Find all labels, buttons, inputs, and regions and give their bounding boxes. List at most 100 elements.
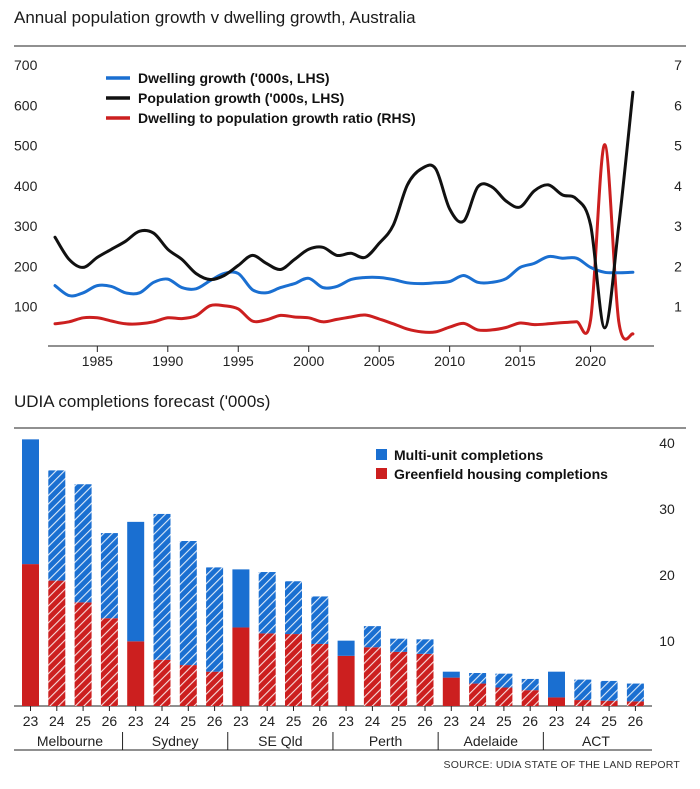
rhs-tick-label: 4	[674, 178, 682, 194]
bar-multi-unit	[285, 581, 302, 635]
bar-multi-unit	[206, 567, 224, 672]
year-tick-label: 25	[496, 713, 512, 729]
bar-multi-unit	[521, 678, 539, 691]
bar-greenfield	[232, 627, 250, 706]
x-tick-label: 2005	[364, 353, 395, 369]
bar-multi-unit	[626, 683, 644, 702]
bar-multi-unit	[48, 470, 66, 581]
bar-multi-unit	[100, 533, 118, 619]
bar-multi-unit	[232, 569, 250, 628]
year-tick-label: 25	[601, 713, 617, 729]
rhs-tick-label: 2	[674, 258, 682, 274]
legend-swatch	[376, 468, 387, 479]
y-tick-label: 20	[659, 567, 675, 583]
year-tick-label: 23	[233, 713, 249, 729]
lhs-tick-label: 100	[14, 299, 38, 315]
year-tick-label: 26	[102, 713, 118, 729]
x-tick-label: 1995	[223, 353, 254, 369]
bar-greenfield	[179, 665, 197, 706]
bar-greenfield	[206, 671, 224, 706]
lhs-tick-label: 700	[14, 57, 38, 73]
bar-greenfield	[548, 697, 565, 706]
year-tick-label: 25	[286, 713, 302, 729]
rhs-tick-label: 3	[674, 218, 682, 234]
bar-greenfield	[416, 653, 434, 706]
bar-greenfield	[442, 677, 460, 706]
bar-multi-unit	[127, 521, 145, 642]
population-dwelling-line-chart: 100 200 300 400 500 600 700 1 2 3 4 5 6 7 1985 1990 1995…	[14, 45, 686, 369]
bar-multi-unit	[22, 439, 39, 565]
year-tick-label: 26	[417, 713, 433, 729]
x-tick-label: 2010	[434, 353, 465, 369]
bar-greenfield	[600, 700, 618, 706]
bar-greenfield	[258, 633, 276, 706]
bar-greenfield	[495, 687, 513, 706]
bar-multi-unit	[390, 638, 408, 652]
year-tick-label: 25	[75, 713, 91, 729]
year-tick-label: 23	[444, 713, 460, 729]
x-tick-label: 2015	[505, 353, 536, 369]
year-tick-label: 26	[312, 713, 328, 729]
legend-label: Multi-unit completions	[394, 447, 544, 463]
rhs-tick-label: 6	[674, 97, 682, 113]
group-label: Melbourne	[37, 733, 103, 749]
year-tick-label: 25	[391, 713, 407, 729]
year-tick-label: 26	[628, 713, 644, 729]
bar-greenfield	[390, 651, 408, 706]
bar-multi-unit	[442, 671, 460, 678]
bar-multi-unit	[363, 626, 381, 648]
ratio-line	[53, 143, 635, 341]
year-tick-label: 24	[470, 713, 486, 729]
dwelling-growth-line	[53, 254, 635, 298]
completions-stacked-bar-chart: 10 20 30 40 23 24 25 26 Melbourne 23 24 25 26 Sydney 2…	[14, 427, 686, 751]
year-tick-label: 23	[338, 713, 354, 729]
year-tick-label: 23	[23, 713, 39, 729]
year-tick-label: 25	[181, 713, 197, 729]
bar-greenfield	[337, 655, 355, 706]
bar-greenfield	[311, 643, 329, 706]
lhs-tick-label: 500	[14, 138, 38, 154]
group-label: SE Qld	[258, 733, 302, 749]
year-tick-label: 24	[259, 713, 275, 729]
bar-greenfield	[127, 641, 145, 706]
bar-multi-unit	[495, 673, 513, 688]
year-tick-label: 24	[154, 713, 170, 729]
legend-label: Greenfield housing completions	[394, 466, 608, 482]
rhs-tick-label: 5	[674, 138, 682, 154]
year-tick-label: 26	[207, 713, 223, 729]
x-tick-label: 2000	[293, 353, 324, 369]
lhs-tick-label: 200	[14, 258, 38, 274]
source-note: SOURCE: UDIA STATE OF THE LAND REPORT	[443, 759, 680, 771]
rhs-tick-label: 1	[674, 299, 682, 315]
bar-greenfield	[48, 580, 66, 706]
group-label: Sydney	[152, 733, 199, 749]
bar-multi-unit	[258, 572, 276, 634]
year-tick-label: 23	[128, 713, 144, 729]
group-label: Perth	[369, 733, 402, 749]
year-tick-label: 26	[522, 713, 538, 729]
legend-label: Population growth ('000s, LHS)	[138, 90, 344, 106]
x-tick-label: 1990	[152, 353, 183, 369]
bar-greenfield	[285, 634, 302, 706]
bar-greenfield	[74, 602, 92, 706]
x-tick-label: 1985	[82, 353, 113, 369]
legend-label: Dwelling growth ('000s, LHS)	[138, 70, 330, 86]
group-label: ACT	[582, 733, 610, 749]
bar-greenfield	[469, 683, 487, 706]
bar-greenfield	[153, 659, 171, 706]
bar-greenfield	[626, 701, 644, 706]
bar-multi-unit	[311, 596, 329, 644]
rhs-tick-label: 7	[674, 57, 682, 73]
bar-greenfield	[574, 700, 592, 706]
bar-greenfield	[363, 647, 381, 706]
bar-greenfield	[521, 690, 539, 706]
year-tick-label: 24	[49, 713, 65, 729]
bar-multi-unit	[337, 640, 355, 656]
x-tick-label: 2020	[575, 353, 606, 369]
bar-multi-unit	[600, 680, 618, 701]
bar-multi-unit	[548, 671, 565, 698]
bottom-chart-title: UDIA completions forecast ('000s)	[14, 392, 271, 411]
bar-multi-unit	[179, 541, 197, 666]
year-tick-label: 23	[549, 713, 565, 729]
bar-multi-unit	[469, 673, 487, 684]
